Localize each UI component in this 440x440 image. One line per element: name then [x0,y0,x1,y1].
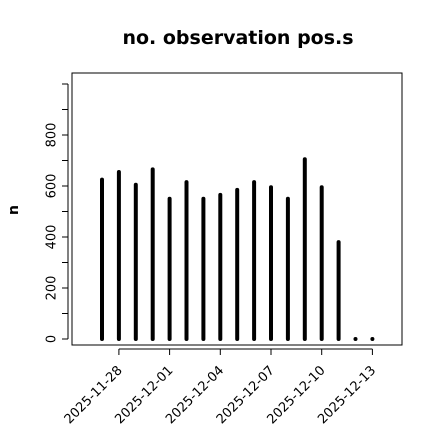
chart-title: no. observation pos.s [122,27,353,49]
y-axis-label: n [6,205,22,215]
y-tick-label: 800 [45,123,60,148]
plot-box [71,72,403,346]
bar-zero-point [353,337,358,341]
y-tick-label: 600 [45,174,60,199]
bar-zero-point [370,337,375,341]
x-axis: 2025-11-282025-12-012025-12-042025-12-07… [62,348,379,427]
y-axis: 0 200 400 600 800 [45,83,69,343]
y-tick-label: 0 [45,335,60,343]
y-tick-label: 200 [45,276,60,301]
bars [100,157,375,341]
y-tick-label: 400 [45,225,60,250]
